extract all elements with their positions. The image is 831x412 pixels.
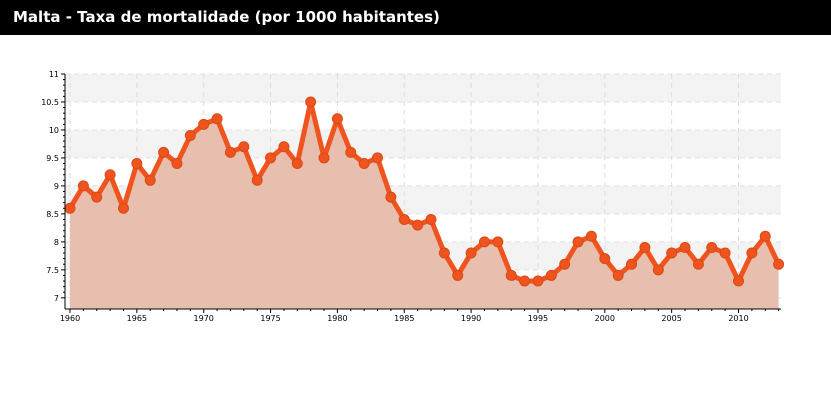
data-point-2005	[666, 247, 678, 259]
x-tick-label: 1985	[394, 314, 414, 323]
data-point-1980	[331, 113, 343, 125]
data-point-1981	[345, 146, 357, 158]
data-point-1972	[224, 146, 236, 158]
data-point-1961	[77, 180, 89, 192]
y-tick-label: 10	[49, 126, 59, 135]
data-point-2006	[679, 241, 691, 253]
data-point-2012	[759, 230, 771, 242]
background-band	[65, 129, 781, 158]
y-tick-label: 8.5	[46, 210, 59, 219]
data-point-2000	[599, 253, 611, 265]
chart-title: Malta - Taxa de mortalidade (por 1000 ha…	[0, 0, 831, 35]
x-tick-label: 2000	[595, 314, 615, 323]
data-points	[64, 96, 785, 287]
data-point-1973	[238, 141, 250, 153]
data-point-1979	[318, 152, 330, 164]
data-point-1975	[265, 152, 277, 164]
x-axis-ticks: 1960 1965 1970 1975 1980 1985 1990 1995 2000 2005…	[60, 309, 780, 323]
data-point-1984	[385, 191, 397, 203]
data-point-2001	[612, 269, 624, 281]
data-point-2004	[652, 264, 664, 276]
y-tick-label: 7.5	[46, 266, 59, 275]
data-point-1983	[372, 152, 384, 164]
data-point-1966	[144, 174, 156, 186]
y-tick-label: 7	[54, 294, 59, 303]
data-point-1982	[358, 158, 370, 170]
data-point-2013	[773, 258, 785, 270]
data-point-2007	[692, 258, 704, 270]
data-point-1978	[305, 96, 317, 108]
data-point-1960	[64, 202, 76, 214]
data-point-1987	[425, 213, 437, 225]
data-point-1962	[91, 191, 103, 203]
data-point-1989	[452, 269, 464, 281]
data-point-1990	[465, 247, 477, 259]
data-point-1976	[278, 141, 290, 153]
data-point-1988	[438, 247, 450, 259]
background-band	[65, 74, 781, 102]
data-point-1996	[545, 269, 557, 281]
data-point-2003	[639, 241, 651, 253]
x-tick-label: 1995	[528, 314, 548, 323]
x-tick-label: 2005	[661, 314, 681, 323]
data-point-1974	[251, 174, 263, 186]
y-tick-label: 9	[54, 182, 59, 191]
x-tick-label: 1970	[194, 314, 214, 323]
x-tick-label: 1965	[127, 314, 147, 323]
data-point-1993	[505, 269, 517, 281]
data-point-2009	[719, 247, 731, 259]
data-point-1965	[131, 158, 143, 170]
y-tick-label: 8	[54, 238, 59, 247]
data-point-1986	[412, 219, 424, 231]
data-point-1997	[559, 258, 571, 270]
data-point-1985	[398, 213, 410, 225]
x-tick-label: 1975	[260, 314, 280, 323]
data-point-1971	[211, 113, 223, 125]
y-tick-label: 10.5	[41, 98, 59, 107]
data-point-2010	[733, 275, 744, 287]
data-point-1968	[171, 158, 183, 170]
x-tick-label: 1980	[327, 314, 347, 323]
data-point-1964	[117, 202, 129, 214]
data-point-1970	[198, 118, 210, 130]
data-point-1992	[492, 236, 504, 248]
y-tick-label: 11	[49, 70, 59, 79]
y-tick-label: 9.5	[46, 154, 59, 163]
data-point-1998	[572, 236, 584, 248]
data-point-2008	[706, 241, 718, 253]
x-tick-label: 1960	[60, 314, 80, 323]
data-point-1977	[291, 158, 303, 170]
x-tick-label: 2010	[728, 314, 748, 323]
y-axis-ticks: 7 7.5 8 8.5 9 9.5 10 10.5 11	[41, 70, 65, 303]
data-point-1995	[532, 275, 544, 287]
data-point-1999	[585, 230, 597, 242]
data-point-2011	[746, 247, 758, 259]
data-point-1967	[158, 146, 170, 158]
x-tick-label: 1990	[461, 314, 481, 323]
data-point-1991	[478, 236, 490, 248]
data-point-1963	[104, 169, 116, 181]
data-point-1969	[184, 130, 196, 142]
data-point-2002	[626, 258, 638, 270]
data-point-1994	[519, 275, 531, 287]
